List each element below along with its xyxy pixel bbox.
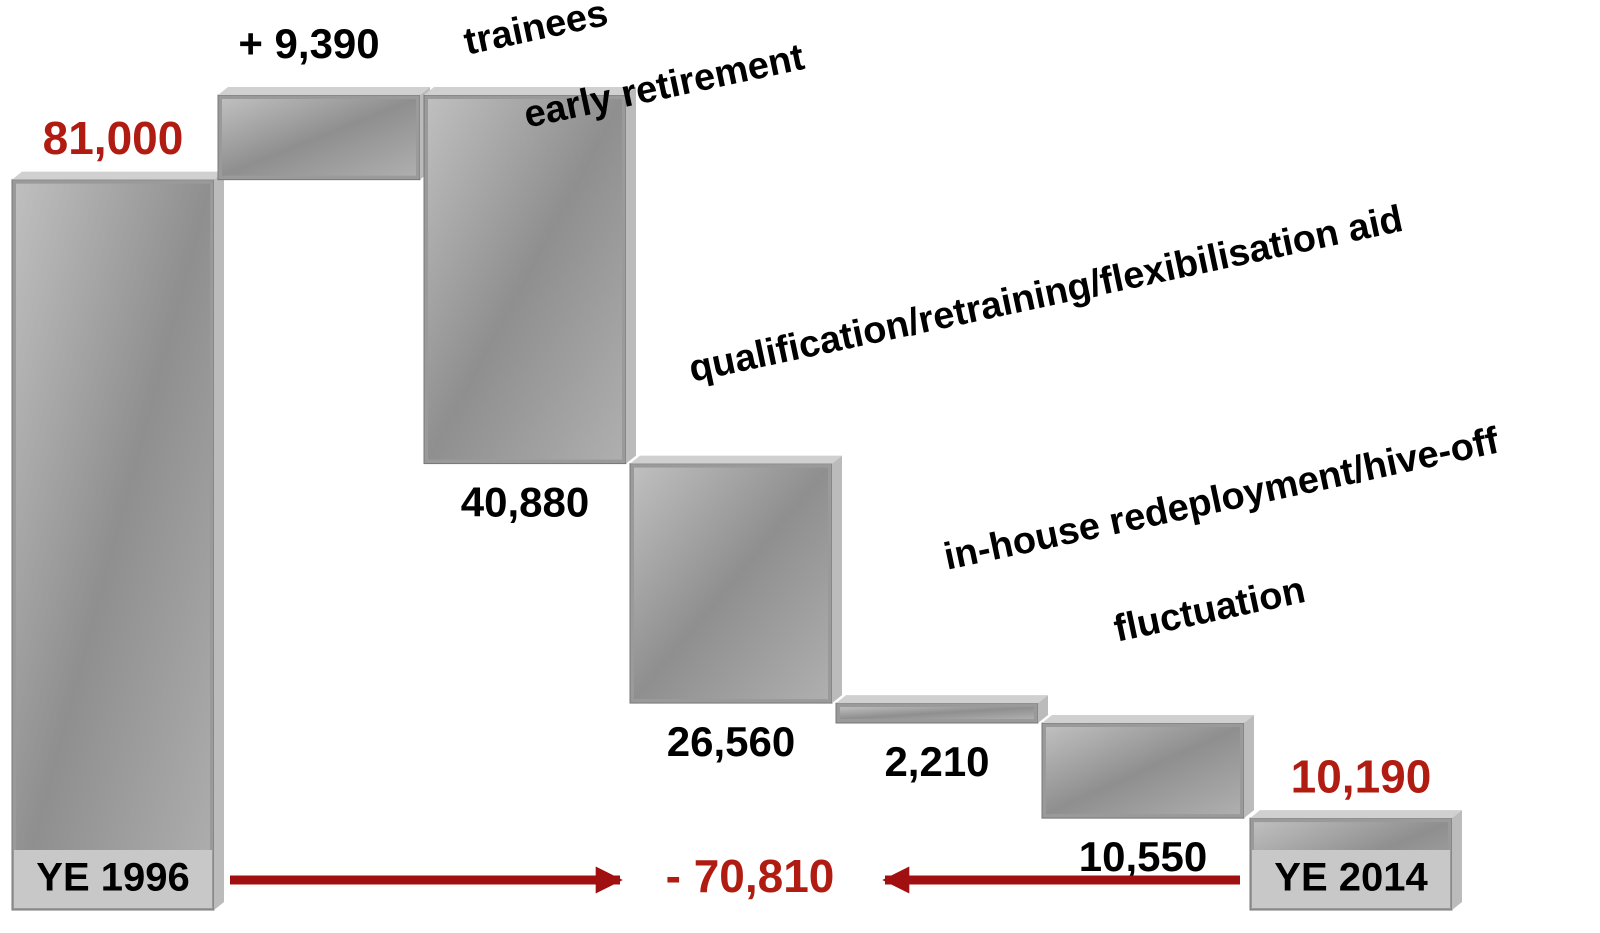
step-category: qualification/retraining/flexibilisation…	[685, 198, 1406, 391]
bar-shade	[16, 184, 210, 906]
step-category: early retirement	[520, 36, 808, 136]
bar-side	[832, 456, 842, 703]
step-label: 40,880	[461, 479, 589, 526]
bar-side	[1452, 810, 1462, 910]
bar-shade	[634, 468, 828, 699]
bar-bevel	[1250, 810, 1462, 818]
step-label: 10,550	[1079, 833, 1207, 880]
step-label: 2,210	[884, 738, 989, 785]
step-category: trainees	[460, 0, 611, 64]
bar-side	[214, 172, 224, 910]
page: 81,000 YE 1996 + 9,390 trainees 40,880 early …	[0, 0, 1600, 933]
step-category: fluctuation	[1110, 569, 1309, 650]
bar-bevel	[836, 695, 1048, 703]
step-label: + 9,390	[238, 20, 379, 67]
bar-side	[626, 87, 636, 464]
total-label: 10,190	[1291, 750, 1432, 802]
step-label: 26,560	[667, 718, 795, 765]
bar-shade	[428, 99, 622, 460]
category-label: YE 1996	[36, 856, 189, 900]
bar-bevel	[630, 456, 842, 464]
bar-shade	[222, 99, 416, 176]
change-label: - 70,810	[666, 850, 835, 902]
bar-shade	[840, 707, 1034, 719]
bar-bevel	[218, 87, 430, 95]
bar-bevel	[1042, 715, 1254, 723]
bar-bevel	[12, 172, 224, 180]
total-label: 81,000	[43, 112, 184, 164]
category-label: YE 2014	[1274, 856, 1428, 900]
chart: 81,000 YE 1996 + 9,390 trainees 40,880 early …	[0, 0, 1600, 933]
step-category: in-house redeployment/hive-off	[940, 420, 1503, 579]
bar-shade	[1046, 727, 1240, 814]
bar-side	[1244, 715, 1254, 818]
